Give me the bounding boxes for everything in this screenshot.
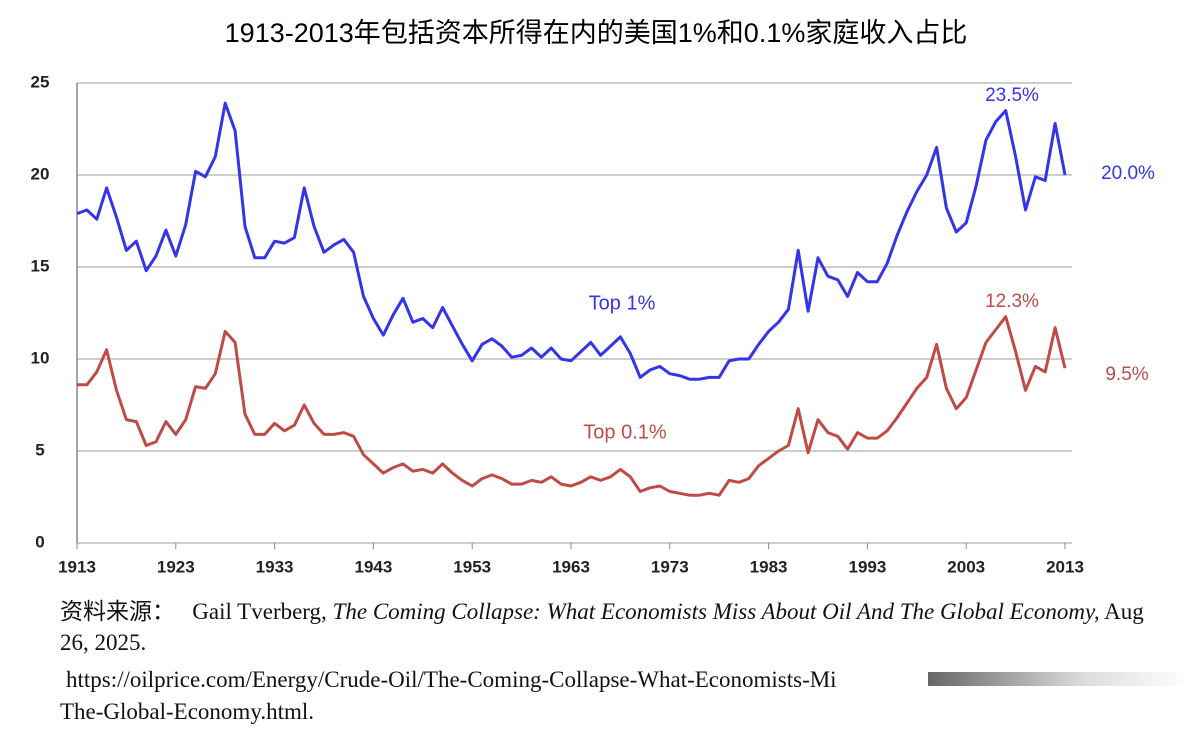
y-tick-label: 5 [35,440,44,459]
chart: 1913-2013年包括资本所得在内的美国1%和0.1%家庭收入占比 0 5 10 1… [31,18,1156,576]
x-tick-label: 1923 [157,557,195,576]
source-url: https://oilprice.com/Energy/Crude-Oil/Th… [66,667,837,692]
x-tick-label: 1983 [750,557,788,576]
x-tick-label: 2003 [947,557,985,576]
x-tick-label: 1913 [58,557,96,576]
source-date: Aug 26, 2025. [60,599,1144,655]
x-tick-label: 1963 [552,557,590,576]
annotation: 20.0% [1101,163,1155,184]
x-tick-label: 2013 [1046,557,1084,576]
source-title: The Coming Collapse: What Economists Mis… [332,599,1100,624]
source-author: Gail Tverberg, [192,599,327,624]
line [77,315,1067,497]
x-tick-label: 1953 [453,557,491,576]
x-tick-label: 1943 [354,557,392,576]
source-citation: 资料来源： Gail Tverberg, The Coming Collapse… [60,596,1160,658]
x-tick-label: 1973 [651,557,689,576]
y-tick-label: 0 [35,532,44,551]
series-label: Top 1% [589,292,656,314]
source-label: 资料来源： [60,599,175,624]
source-url-end: The-Global-Economy.html. [60,699,314,724]
y-tick-label: 20 [31,164,50,183]
line [76,101,1067,381]
x-tick-label: 1933 [256,557,294,576]
url-fade [928,672,1190,686]
annotation: 23.5% [985,85,1039,106]
annotation: 12.3% [985,291,1039,312]
y-tick-label: 15 [31,256,50,275]
x-tick-label: 1993 [848,557,886,576]
annotation: 9.5% [1105,364,1148,385]
y-tick-label: 10 [31,348,50,367]
y-tick-label: 25 [31,72,50,91]
series-label: Top 0.1% [583,421,667,443]
chart-title: 1913-2013年包括资本所得在内的美国1%和0.1%家庭收入占比 [225,18,968,48]
